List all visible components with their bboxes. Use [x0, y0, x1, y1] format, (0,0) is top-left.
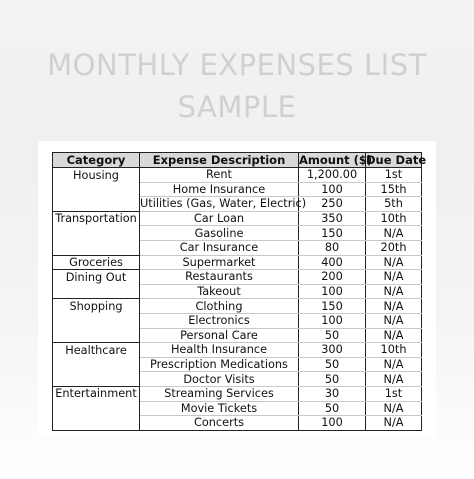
- cell-amount: 50: [298, 371, 366, 387]
- cell-description: Electronics: [139, 313, 299, 329]
- cell-description: Car Insurance: [139, 240, 299, 256]
- cell-category: [52, 313, 140, 329]
- header-row: Category Expense Description Amount ($) …: [52, 152, 427, 168]
- cell-category: Transportation: [52, 211, 140, 226]
- cell-due-date: N/A: [365, 415, 422, 431]
- cell-description: Health Insurance: [139, 342, 299, 358]
- cell-amount: 30: [298, 386, 366, 402]
- cell-description: Clothing: [139, 298, 299, 314]
- cell-category: Dining Out: [52, 269, 140, 285]
- cell-amount: 300: [298, 342, 366, 358]
- cell-due-date: 10th: [365, 211, 422, 227]
- cell-due-date: 1st: [365, 167, 422, 183]
- cell-due-date: 15th: [365, 182, 422, 198]
- cell-due-date: N/A: [365, 225, 422, 241]
- cell-amount: 100: [298, 415, 366, 431]
- cell-category: [52, 240, 140, 256]
- cell-description: Home Insurance: [139, 182, 299, 198]
- cell-amount: 100: [298, 284, 366, 300]
- header-due-date: Due Date: [365, 152, 427, 168]
- cell-description: Supermarket: [139, 255, 299, 271]
- cell-due-date: N/A: [365, 401, 422, 417]
- cell-amount: 350: [298, 211, 366, 227]
- table-row: Concerts 100 N/A: [52, 415, 422, 431]
- cell-due-date: 20th: [365, 240, 422, 256]
- cell-description: Movie Tickets: [139, 401, 299, 417]
- table-row: Entertainment Streaming Services 30 1st: [52, 386, 422, 402]
- cell-due-date: N/A: [365, 298, 422, 314]
- cell-category: Housing: [52, 167, 140, 183]
- table-row: Housing Rent 1,200.00 1st: [52, 167, 422, 183]
- cell-description: Car Loan: [139, 211, 299, 227]
- cell-amount: 200: [298, 269, 366, 285]
- cell-due-date: N/A: [365, 269, 422, 285]
- cell-description: Streaming Services: [139, 386, 299, 402]
- cell-category: [52, 371, 140, 387]
- table-row: Car Insurance 80 20th: [52, 240, 422, 256]
- table-row: Groceries Supermarket 400 N/A: [52, 255, 422, 271]
- cell-description: Gasoline: [139, 225, 299, 241]
- cell-amount: 150: [298, 298, 366, 314]
- cell-amount: 80: [298, 240, 366, 256]
- table-row: Healthcare Health Insurance 300 10th: [52, 342, 422, 358]
- cell-category: [52, 357, 140, 372]
- table-row: Personal Care 50 N/A: [52, 328, 422, 344]
- cell-amount: 150: [298, 225, 366, 241]
- table-row: Movie Tickets 50 N/A: [52, 401, 422, 417]
- table-row: Gasoline 150 N/A: [52, 225, 422, 241]
- cell-description: Prescription Medications: [139, 357, 299, 373]
- header-expense-description: Expense Description: [139, 152, 299, 168]
- cell-due-date: 1st: [365, 386, 422, 402]
- cell-category: Groceries: [52, 255, 140, 271]
- cell-description: Rent: [139, 167, 299, 183]
- cell-category: [52, 225, 140, 241]
- cell-description: Concerts: [139, 415, 299, 431]
- cell-category: [52, 415, 140, 431]
- cell-category: [52, 401, 140, 416]
- cell-description: Personal Care: [139, 328, 299, 344]
- cell-due-date: N/A: [365, 357, 422, 373]
- table-row: Utilities (Gas, Water, Electric) 250 5th: [52, 196, 422, 212]
- expenses-table: Category Expense Description Amount ($) …: [52, 152, 427, 431]
- cell-description: Restaurants: [139, 269, 299, 285]
- cell-category: Shopping: [52, 298, 140, 314]
- cell-due-date: N/A: [365, 371, 422, 387]
- cell-amount: 50: [298, 328, 366, 344]
- table-row: Takeout 100 N/A: [52, 284, 422, 300]
- cell-due-date: N/A: [365, 255, 422, 271]
- header-amount: Amount ($): [298, 152, 373, 168]
- cell-amount: 1,200.00: [298, 167, 366, 183]
- cell-amount: 400: [298, 255, 366, 271]
- table-row: Shopping Clothing 150 N/A: [52, 298, 422, 314]
- page-title: MONTHLY EXPENSES LIST SAMPLE: [47, 48, 427, 124]
- cell-description: Takeout: [139, 284, 299, 300]
- cell-due-date: 10th: [365, 342, 422, 358]
- cell-amount: 100: [298, 313, 366, 329]
- cell-category: [52, 196, 140, 212]
- cell-amount: 100: [298, 182, 366, 198]
- cell-due-date: N/A: [365, 328, 422, 344]
- cell-amount: 250: [298, 196, 366, 212]
- cell-amount: 50: [298, 357, 366, 373]
- cell-category: [52, 328, 140, 344]
- header-category: Category: [52, 152, 140, 168]
- table-row: Home Insurance 100 15th: [52, 182, 422, 198]
- table-row: Prescription Medications 50 N/A: [52, 357, 422, 373]
- cell-due-date: N/A: [365, 284, 422, 300]
- cell-due-date: N/A: [365, 313, 422, 329]
- table-row: Doctor Visits 50 N/A: [52, 371, 422, 387]
- cell-amount: 50: [298, 401, 366, 417]
- table-row: Dining Out Restaurants 200 N/A: [52, 269, 422, 285]
- cell-description: Utilities (Gas, Water, Electric): [139, 196, 307, 212]
- cell-category: Healthcare: [52, 342, 140, 358]
- cell-category: [52, 182, 140, 197]
- cell-category: [52, 284, 140, 300]
- table-row: Electronics 100 N/A: [52, 313, 422, 329]
- cell-description: Doctor Visits: [139, 371, 299, 387]
- cell-category: Entertainment: [52, 386, 140, 401]
- cell-due-date: 5th: [365, 196, 422, 212]
- table-row: Transportation Car Loan 350 10th: [52, 211, 422, 227]
